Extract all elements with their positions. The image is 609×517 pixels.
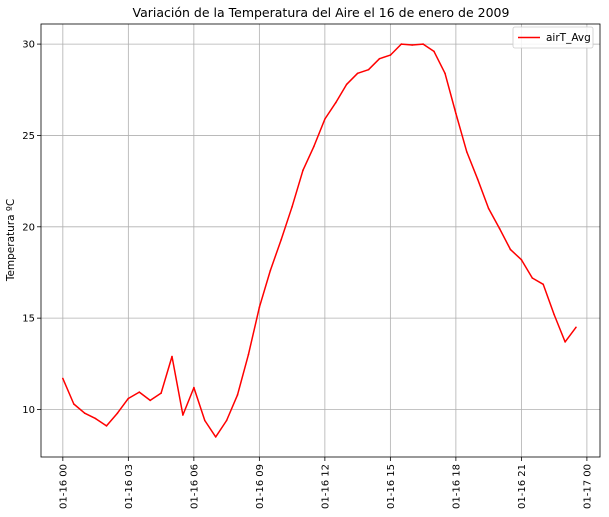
data-point: [225, 419, 228, 422]
data-point: [258, 306, 261, 309]
data-point: [433, 50, 435, 53]
data-point: [105, 425, 108, 427]
data-point: [345, 83, 348, 86]
data-point: [455, 112, 457, 115]
data-point: [138, 391, 141, 393]
data-point: [269, 269, 272, 272]
data-point: [389, 54, 392, 56]
y-tick-label: 10: [22, 405, 35, 416]
plot-area-frame: [40, 23, 601, 458]
chart-title: Variación de la Temperatura del Aire el …: [133, 5, 510, 20]
data-point: [400, 43, 403, 45]
data-point: [509, 248, 512, 251]
data-point: [313, 145, 315, 148]
y-axis-label: Temperatura ºC: [5, 199, 17, 282]
y-tick-label: 20: [22, 222, 35, 233]
x-axis: 01-16 00 01-16 03 01-16 06 01-16 09 01-16 12…: [58, 457, 593, 509]
data-point: [116, 412, 119, 415]
data-point: [236, 394, 239, 396]
data-point: [356, 72, 359, 75]
series-line-airT-avg: [62, 43, 577, 438]
data-point: [247, 353, 250, 356]
x-tick-label: 01-16 18: [451, 464, 462, 509]
data-point: [466, 151, 468, 153]
data-point: [214, 436, 217, 438]
data-point: [193, 386, 195, 389]
data-point: [487, 207, 490, 210]
x-tick-label: 01-16 06: [189, 464, 200, 509]
data-point: [520, 258, 523, 261]
y-axis: 10 15 20 25 30: [22, 40, 41, 416]
data-point: [367, 68, 370, 71]
x-tick-label: 01-16 03: [124, 464, 135, 509]
data-point: [291, 205, 293, 208]
x-tick-label: 01-17 00: [582, 464, 593, 509]
x-tick-label: 01-16 09: [255, 464, 266, 509]
legend: airT_Avg: [512, 26, 594, 49]
data-point: [160, 392, 162, 394]
data-point: [280, 238, 283, 241]
y-tick-label: 30: [22, 40, 35, 51]
data-point: [73, 403, 75, 405]
data-point: [62, 377, 64, 380]
data-point: [476, 178, 479, 181]
data-point: [575, 326, 577, 329]
grid-lines: [41, 24, 600, 457]
data-point: [204, 419, 206, 422]
data-point: [531, 277, 534, 279]
data-point: [302, 169, 304, 171]
data-point: [94, 417, 97, 420]
data-point: [542, 283, 544, 286]
legend-box: [512, 26, 594, 49]
data-point: [378, 57, 381, 60]
data-point: [498, 227, 501, 230]
x-tick-label: 01-16 15: [386, 464, 397, 509]
y-tick-label: 15: [22, 314, 35, 325]
data-point: [324, 118, 326, 120]
data-point: [411, 44, 414, 46]
x-tick-label: 01-16 00: [58, 464, 69, 509]
x-tick-label: 01-16 12: [320, 464, 331, 509]
legend-label-airT-avg: airT_Avg: [546, 32, 591, 44]
data-point: [127, 397, 130, 400]
x-tick-label: 01-16 21: [517, 464, 528, 509]
data-point: [444, 72, 446, 75]
data-point: [335, 101, 337, 104]
y-tick-label: 25: [22, 131, 35, 142]
data-point: [422, 43, 424, 45]
data-point: [564, 341, 566, 343]
data-point: [171, 355, 173, 358]
data-point: [149, 399, 151, 402]
data-point: [182, 414, 184, 416]
data-point: [83, 412, 86, 415]
data-point: [553, 313, 555, 316]
series-layer: [62, 43, 577, 438]
